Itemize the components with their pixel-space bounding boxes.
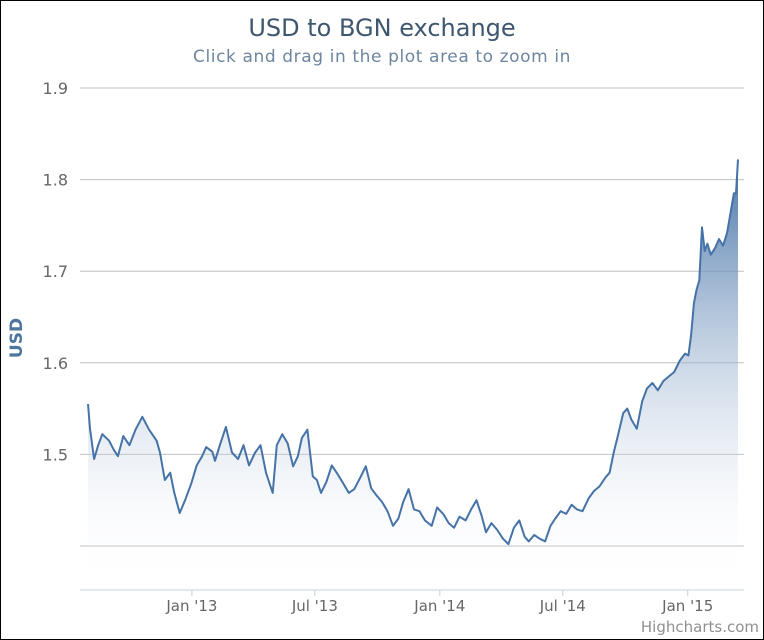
credits-link[interactable]: Highcharts.com [640,618,759,636]
y-tick-label: 1.8 [43,171,68,190]
y-tick-label: 1.5 [43,445,68,464]
chart-title: USD to BGN exchange [248,14,516,42]
x-tick-label: Jan '15 [661,597,713,615]
series-line [87,159,739,546]
y-tick-label: 1.7 [43,262,68,281]
chart-subtitle: Click and drag in the plot area to zoom … [192,47,572,67]
x-tick-label: Jul '13 [291,597,338,615]
y-tick-label: 1.6 [43,354,68,373]
x-tick-label: Jul '14 [539,597,586,615]
y-axis-title: USD [7,318,27,358]
x-axis: Jan '13 Jul '13 Jan '14 Jul '14 Jan '15 [80,589,744,615]
series-group[interactable] [87,159,739,590]
x-tick-label: Jan '14 [413,597,465,615]
y-tick-label: 1.9 [43,79,68,98]
y-axis: 1.5 1.6 1.7 1.8 1.9 [43,79,68,464]
x-tick-label: Jan '13 [165,597,217,615]
series-area [88,159,738,590]
